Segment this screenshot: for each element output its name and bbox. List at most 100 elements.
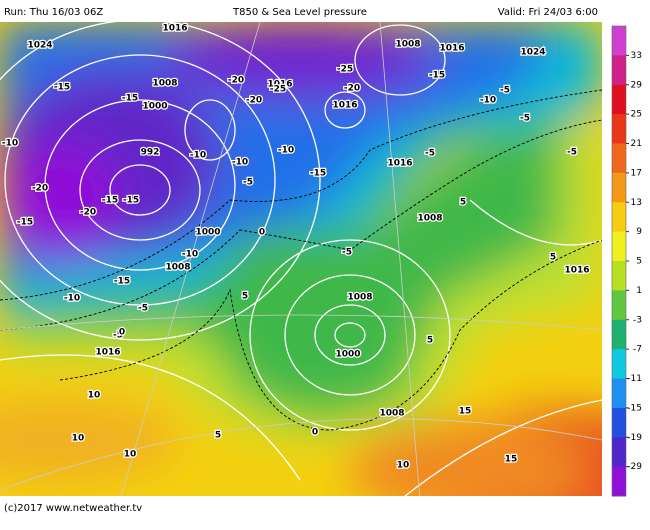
colorbar-band: [612, 437, 626, 468]
temperature-label: -20: [228, 76, 244, 86]
colorbar-label: 17: [631, 168, 642, 178]
temperature-label: 5: [427, 336, 433, 346]
isobars: [0, 22, 602, 496]
temperature-label: -5: [138, 304, 148, 314]
colorbar-band: [612, 466, 626, 497]
colorbar-band: [612, 143, 626, 174]
colorbar-band: [612, 114, 626, 144]
temperature-label: -5: [520, 114, 530, 124]
temperature-label: -5: [500, 86, 510, 96]
temperature-label: -20: [246, 96, 262, 106]
colorbar-band: [612, 378, 626, 409]
temperature-label: 0: [312, 428, 318, 438]
contour-labels: 1024101610081000992100010081016101610161…: [1, 22, 591, 472]
colorbar-band: [612, 407, 626, 438]
colorbar: 33 29 25 21 17 13 9 5 1 -3 -7 -11 -15 -19 -29: [611, 25, 643, 497]
temperature-label: -10: [480, 96, 496, 106]
temperature-label: -10: [232, 158, 248, 168]
colorbar-label: -29: [627, 462, 642, 472]
temperature-label: -10: [182, 250, 198, 260]
temperature-label: 5: [242, 292, 248, 302]
temperature-label: -5: [113, 331, 123, 341]
pressure-label: 1016: [95, 348, 120, 358]
pressure-label: 1016: [267, 80, 292, 90]
temperature-label: -15: [310, 169, 326, 179]
temperature-label: -10: [190, 151, 206, 161]
temperature-label: -20: [344, 84, 360, 94]
pressure-label: 1016: [564, 266, 589, 276]
colorbar-label: 21: [631, 139, 642, 149]
temperature-label: -15: [102, 196, 118, 206]
colorbar-band: [612, 290, 626, 321]
pressure-label: 1024: [27, 41, 52, 51]
temperature-label: 10: [397, 461, 410, 471]
colorbar-band: [612, 231, 626, 262]
map: 1024101610081000992100010081016101610161…: [0, 22, 602, 496]
temperature-label: 5: [215, 431, 221, 441]
temperature-label: -20: [32, 184, 48, 194]
temperature-label: 0: [259, 228, 265, 238]
pressure-label: 1008: [417, 214, 442, 224]
pressure-label: 1008: [165, 263, 190, 273]
colorbar-label: -19: [627, 433, 642, 443]
colorbar-label: 25: [631, 110, 642, 120]
colorbar-label: -7: [633, 345, 642, 355]
temperature-label: -15: [54, 83, 70, 93]
temperature-label: -15: [114, 277, 130, 287]
colorbar-label: 33: [631, 51, 642, 61]
temperature-label: 15: [459, 407, 472, 417]
pressure-label: 1016: [387, 159, 412, 169]
map-title: T850 & Sea Level pressure: [232, 7, 367, 18]
temperature-label: 0: [119, 328, 125, 338]
pressure-label: 1008: [347, 293, 372, 303]
temperature-contours: [0, 89, 602, 431]
colorbar-label: 9: [636, 227, 642, 237]
pressure-label: 992: [141, 148, 160, 158]
temperature-label: -5: [425, 149, 435, 159]
temperature-label: -15: [123, 196, 139, 206]
colorbar-band: [612, 319, 626, 350]
colorbar-label: -15: [627, 403, 642, 413]
colorbar-label: -3: [633, 315, 642, 325]
temperature-label: -20: [80, 208, 96, 218]
colorbar-band: [612, 349, 626, 379]
pressure-label: 1008: [152, 79, 177, 89]
pressure-label: 1000: [195, 228, 220, 238]
pressure-label: 1008: [395, 40, 420, 50]
colorbar-band: [612, 84, 626, 115]
colorbar-band: [612, 261, 626, 291]
colorbar-band: [612, 202, 626, 233]
temperature-label: 15: [505, 455, 518, 465]
colorbar-label: 13: [631, 198, 642, 208]
graticule: [0, 22, 602, 496]
colorbar-label: -11: [627, 374, 642, 384]
temperature-label: 10: [88, 391, 101, 401]
temperature-label: -10: [278, 146, 294, 156]
temperature-label: -25: [270, 85, 286, 95]
temperature-label: 5: [550, 253, 556, 263]
pressure-label: 1000: [142, 102, 167, 112]
pressure-label: 1008: [379, 409, 404, 419]
temperature-label: 10: [124, 450, 137, 460]
colorbar-label: 5: [636, 257, 642, 267]
temperature-label: -10: [2, 139, 18, 149]
temperature-label: -5: [567, 148, 577, 158]
pressure-label: 1000: [335, 350, 360, 360]
temperature-label: 10: [72, 434, 85, 444]
colorbar-label: 29: [631, 80, 643, 90]
temperature-label: -15: [17, 218, 33, 228]
pressure-label: 1016: [332, 101, 357, 111]
colorbar-band: [612, 172, 626, 203]
pressure-label: 1024: [520, 48, 545, 58]
temperature-label: -5: [243, 178, 253, 188]
colorbar-band: [612, 55, 626, 86]
run-label: Run: Thu 16/03 06Z: [4, 7, 103, 18]
temperature-label: -10: [64, 294, 80, 304]
temperature-label: -25: [337, 65, 353, 75]
temperature-label: -5: [342, 248, 352, 258]
pressure-label: 1016: [162, 24, 187, 34]
colorbar-band: [612, 26, 626, 56]
colorbar-label: 1: [636, 286, 642, 296]
valid-label: Valid: Fri 24/03 6:00: [498, 7, 598, 18]
